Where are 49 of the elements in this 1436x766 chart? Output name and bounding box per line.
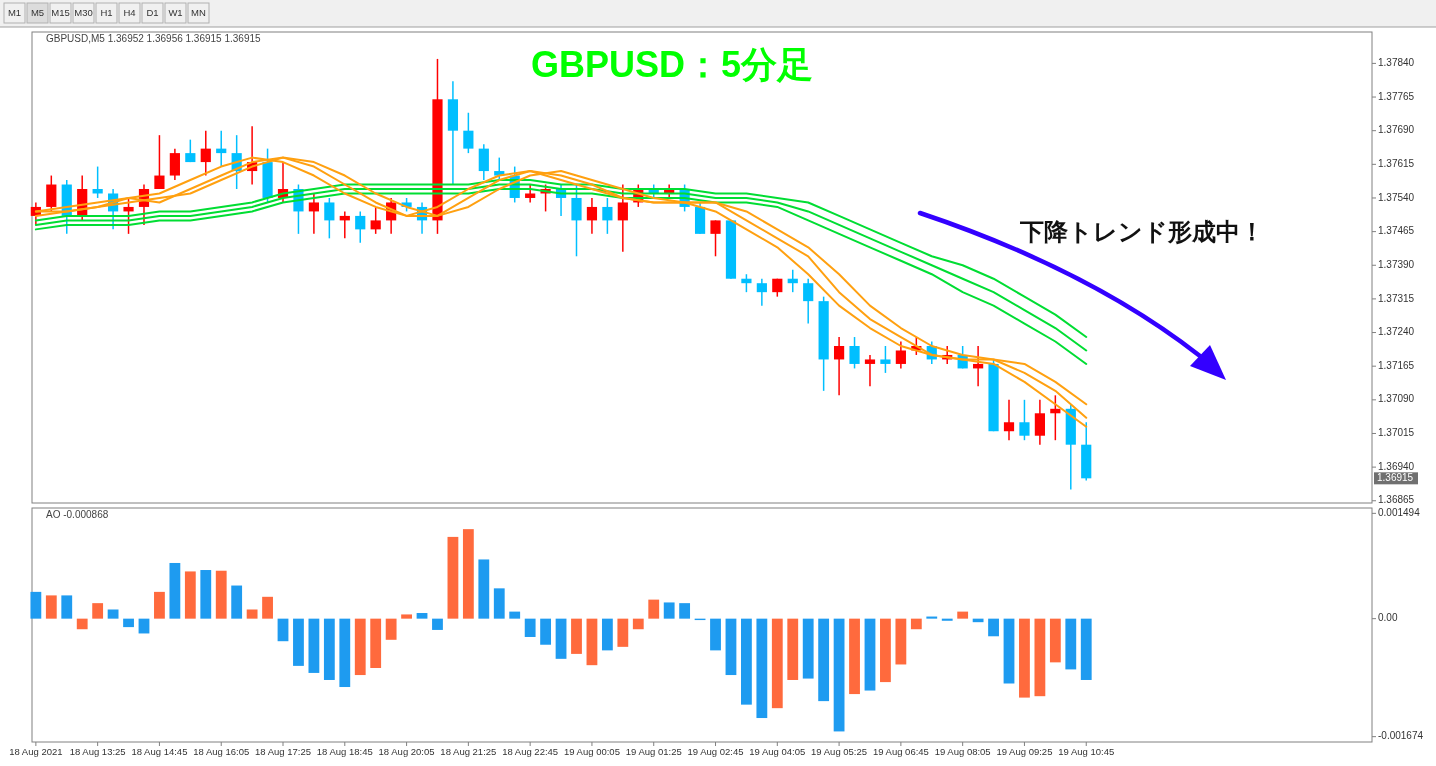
y-tick-label: 1.37765 [1378,90,1415,102]
x-tick-label: 19 Aug 00:05 [563,746,620,757]
y-tick-label: -0.001674 [1378,730,1424,742]
text: H4 [123,6,136,18]
x-tick-label: 19 Aug 01:25 [625,746,682,757]
text: M30 [74,6,93,18]
text: M5 [30,6,45,18]
x-tick-label: 19 Aug 10:45 [1058,746,1115,757]
x-tick-label: 19 Aug 04:05 [749,746,806,757]
y-tick-label: 1.37240 [1378,326,1415,338]
x-tick-label: 18 Aug 14:45 [131,746,188,757]
text: W1 [168,6,183,18]
x-tick-label: 18 Aug 22:45 [502,746,559,757]
y-tick-label: 1.37165 [1378,359,1415,371]
x-tick-label: 18 Aug 2021 [9,746,63,757]
x-tick-label: 18 Aug 17:25 [255,746,312,757]
y-tick-label: 1.37540 [1378,191,1415,203]
y-tick-label: 1.37315 [1378,292,1415,304]
y-tick-label: 0.001494 [1378,507,1421,518]
y-tick-label: 1.37840 [1378,57,1415,69]
x-tick-label: 18 Aug 18:45 [316,746,373,757]
x-tick-label: 19 Aug 09:25 [996,746,1053,757]
text: H1 [100,6,113,18]
y-tick-label: 1.37390 [1378,258,1415,270]
y-tick-label: 1.37015 [1378,427,1415,439]
y-tick-label: 1.36865 [1378,494,1415,506]
text: M1 [7,6,22,18]
text: D1 [146,6,159,18]
x-tick-label: 18 Aug 20:05 [378,746,435,757]
y-tick-label: 1.37690 [1378,124,1415,136]
y-tick-label: 1.37615 [1378,157,1415,169]
text: 1.36915 [1377,471,1414,483]
x-tick-label: 18 Aug 21:25 [440,746,497,757]
y-tick-label: 0.00 [1378,612,1398,624]
x-tick-label: 18 Aug 13:25 [69,746,126,757]
x-tick-label: 19 Aug 06:45 [872,746,929,757]
y-tick-label: 1.37090 [1378,393,1415,405]
annotation: 下降トレンド形成中！ [1019,218,1264,245]
y-tick-label: 1.37465 [1378,225,1415,237]
text: MN [191,6,207,18]
x-tick-label: 19 Aug 05:25 [811,746,868,757]
y-tick-label: 1.36940 [1378,460,1415,472]
annotation: AO -0.000868 [46,509,109,520]
annotation: GBPUSD,M5 1.36952 1.36956 1.36915 1.36915 [46,33,262,44]
x-tick-label: 19 Aug 02:45 [687,746,744,757]
x-tick-label: 18 Aug 16:05 [193,746,250,757]
chart-title: GBPUSD：5分足 [530,44,814,85]
x-tick-label: 19 Aug 08:05 [934,746,991,757]
text: M15 [51,6,70,18]
